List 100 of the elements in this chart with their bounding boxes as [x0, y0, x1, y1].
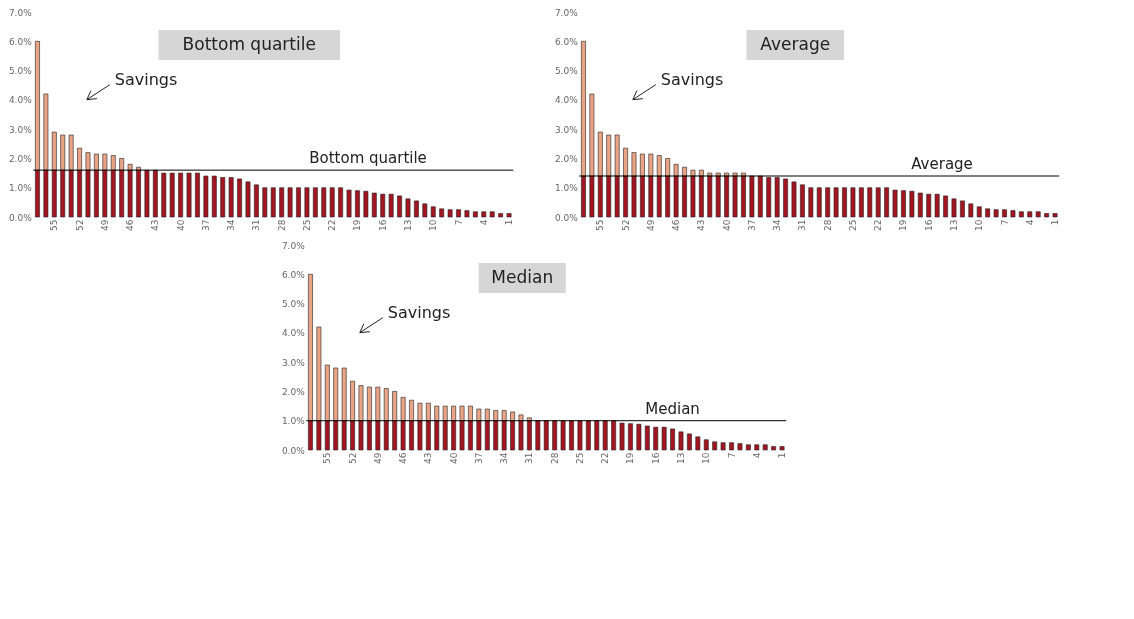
- bar: [628, 423, 633, 451]
- x-tick-label: 7: [999, 219, 1010, 226]
- bar: [825, 187, 831, 218]
- bar: [1002, 209, 1007, 218]
- bar: [687, 433, 692, 451]
- bar: [968, 203, 974, 218]
- bar: [606, 134, 612, 177]
- annotation: Savings: [660, 69, 724, 89]
- bar: [527, 420, 532, 451]
- ref-line-label: Bottom quartile: [309, 149, 427, 168]
- bar: [842, 187, 847, 218]
- bar: [371, 192, 377, 218]
- x-tick-label: 19: [898, 219, 909, 231]
- bar: [695, 436, 701, 451]
- x-tick-label: 34: [499, 452, 510, 464]
- bar: [892, 189, 898, 218]
- bar: [498, 213, 504, 218]
- x-tick-label: 31: [251, 219, 262, 231]
- x-tick-label: 25: [301, 219, 312, 231]
- bar: [102, 169, 108, 218]
- bar: [597, 131, 603, 177]
- x-tick-label: 49: [372, 452, 383, 464]
- bar: [127, 169, 133, 218]
- bar: [68, 134, 74, 171]
- bar: [670, 428, 675, 451]
- bar: [653, 426, 659, 451]
- x-tick-label: 52: [74, 219, 85, 231]
- y-tick-label: 5.0%: [281, 299, 306, 310]
- text: Median: [491, 267, 554, 287]
- y-tick-label: 0.0%: [8, 212, 33, 223]
- bar: [623, 147, 628, 177]
- bar: [917, 192, 923, 218]
- bar: [102, 153, 108, 171]
- x-tick-label: 13: [948, 219, 959, 231]
- bar: [901, 190, 906, 218]
- bar: [1010, 210, 1016, 218]
- bar: [951, 198, 957, 218]
- bar: [597, 175, 603, 218]
- bar: [779, 446, 785, 451]
- bar: [543, 420, 549, 451]
- bar: [833, 187, 839, 218]
- annotation: Savings: [387, 302, 451, 322]
- bar: [1027, 211, 1033, 218]
- x-tick-label: 46: [671, 219, 682, 231]
- bar: [631, 152, 637, 177]
- x-tick-label: 40: [448, 452, 459, 464]
- bar: [169, 172, 175, 218]
- bar: [287, 187, 293, 218]
- bar: [665, 158, 671, 177]
- bar: [745, 444, 751, 451]
- bar: [228, 177, 234, 218]
- bar: [178, 172, 184, 218]
- bar: [220, 177, 226, 218]
- bar: [1044, 213, 1050, 218]
- x-tick-label: 1: [777, 452, 788, 459]
- bar: [35, 40, 40, 171]
- bar: [43, 93, 49, 171]
- bar: [581, 175, 586, 218]
- bar: [388, 193, 394, 218]
- x-tick-label: 55: [49, 219, 60, 231]
- bar: [656, 155, 662, 177]
- bar: [577, 420, 583, 451]
- bar: [464, 210, 470, 218]
- y-tick-label: 7.0%: [281, 240, 306, 251]
- x-tick-label: 37: [746, 219, 757, 231]
- x-tick-label: 40: [175, 219, 186, 231]
- bar: [422, 203, 428, 218]
- bar: [808, 187, 814, 218]
- bar: [296, 187, 301, 218]
- bar: [712, 441, 718, 451]
- y-tick-label: 1.0%: [281, 416, 306, 427]
- bar: [976, 206, 982, 218]
- x-tick-label: 13: [402, 219, 413, 231]
- bar: [552, 420, 558, 451]
- bar: [60, 134, 66, 171]
- bar: [648, 175, 654, 218]
- y-tick-label: 2.0%: [554, 153, 579, 164]
- bar: [960, 200, 965, 218]
- y-tick-label: 0.0%: [281, 445, 306, 456]
- x-tick-label: 37: [473, 452, 484, 464]
- bar: [614, 175, 620, 218]
- bar: [757, 175, 763, 218]
- y-tick-label: 3.0%: [8, 124, 33, 135]
- bar: [732, 175, 738, 218]
- x-tick-label: 16: [650, 452, 661, 464]
- bar: [414, 200, 419, 218]
- bar: [363, 190, 369, 218]
- x-tick-label: 10: [428, 219, 439, 231]
- x-tick-label: 10: [974, 219, 985, 231]
- ref-line-label: Median: [645, 399, 700, 418]
- bar: [254, 184, 259, 218]
- bar: [85, 169, 91, 218]
- y-tick-label: 3.0%: [554, 124, 579, 135]
- bar: [312, 187, 318, 218]
- bar: [623, 175, 628, 218]
- x-tick-label: 52: [347, 452, 358, 464]
- bar: [867, 187, 873, 218]
- x-tick-label: 22: [873, 219, 884, 231]
- bar: [648, 153, 654, 177]
- x-tick-label: 46: [398, 452, 409, 464]
